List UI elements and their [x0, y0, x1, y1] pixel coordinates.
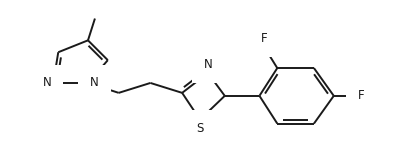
Text: F: F: [261, 32, 268, 45]
Text: S: S: [196, 122, 204, 135]
Text: N: N: [90, 76, 99, 89]
Text: N: N: [43, 76, 51, 89]
Text: F: F: [357, 89, 364, 102]
Text: N: N: [203, 58, 212, 71]
